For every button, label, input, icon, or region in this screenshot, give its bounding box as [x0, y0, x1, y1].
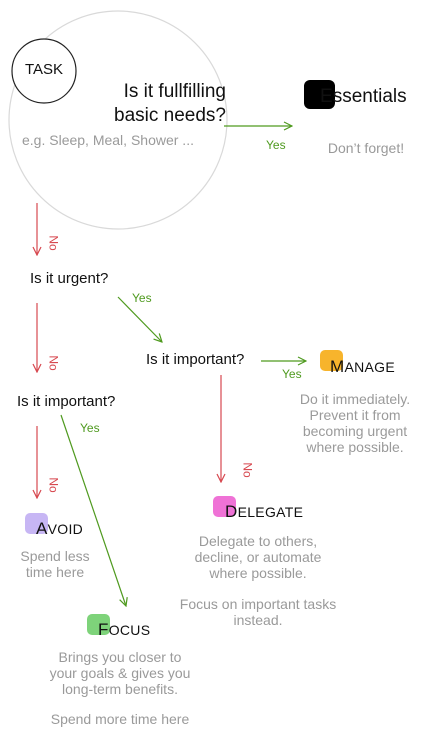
- focus-swatch: [87, 614, 110, 635]
- focus-rest: OCUS: [108, 622, 151, 638]
- delegate-desc2-line2: instead.: [233, 612, 283, 628]
- essentials-first-letter: E: [320, 86, 333, 107]
- no-label-2: No: [46, 355, 61, 371]
- avoid-desc-line2: time here: [25, 564, 85, 580]
- avoid-first-letter: A: [36, 519, 48, 538]
- manage-desc: Do it immediately. Prevent it from becom…: [286, 391, 424, 455]
- focus-title: FOCUS: [98, 620, 150, 640]
- yes-label-focus: Yes: [80, 421, 100, 435]
- essentials-desc: Don’t forget!: [327, 140, 405, 156]
- avoid-rest: VOID: [47, 521, 84, 537]
- important-question-urgent: Is it important?: [146, 351, 245, 368]
- delegate-rest: ELEGATE: [237, 504, 304, 520]
- manage-desc-line2: Prevent it from: [309, 407, 401, 423]
- manage-rest: ANAGE: [344, 359, 395, 375]
- arrow-yes-focus: [60, 414, 126, 606]
- manage-first-letter: M: [330, 357, 345, 376]
- start-question: Is it fullfilling basic needs?: [60, 80, 226, 128]
- no-label-3: No: [46, 477, 61, 493]
- delegate-desc2-line1: Focus on important tasks: [179, 596, 337, 612]
- avoid-desc: Spend less time here: [8, 548, 102, 580]
- delegate-first-letter: D: [225, 502, 238, 521]
- manage-swatch: [320, 350, 343, 371]
- no-label-1: No: [46, 235, 61, 251]
- start-question-line1: Is it fullfilling: [123, 81, 226, 102]
- focus-desc-2: Spend more time here: [50, 711, 190, 727]
- start-question-line2: basic needs?: [114, 105, 226, 126]
- focus-desc-line2: your goals & gives you: [49, 665, 191, 681]
- essentials-rest: ssentials: [332, 86, 407, 107]
- delegate-title: DELEGATE: [225, 502, 303, 522]
- avoid-desc-line1: Spend less: [20, 548, 90, 564]
- yes-label-manage: Yes: [282, 367, 302, 381]
- no-label-4: No: [240, 462, 255, 478]
- yes-label-urgent: Yes: [132, 291, 152, 305]
- task-label: TASK: [24, 61, 64, 78]
- focus-desc: Brings you closer to your goals & gives …: [30, 649, 210, 697]
- delegate-desc-line1: Delegate to others,: [198, 533, 318, 549]
- avoid-swatch: [25, 513, 48, 534]
- focus-desc-line3: long-term benefits.: [62, 681, 178, 697]
- arrow-yes-urgent: [117, 296, 162, 342]
- delegate-desc: Delegate to others, decline, or automate…: [170, 533, 346, 581]
- urgent-question: Is it urgent?: [30, 270, 109, 287]
- manage-desc-line4: where possible.: [306, 439, 404, 455]
- yes-label-essentials: Yes: [266, 138, 286, 152]
- delegate-desc-line2: decline, or automate: [194, 549, 322, 565]
- manage-title: MANAGE: [330, 357, 395, 377]
- important-question-not-urgent: Is it important?: [17, 393, 116, 410]
- start-example: e.g. Sleep, Meal, Shower ...: [22, 132, 194, 148]
- delegate-desc-line3: where possible.: [209, 565, 307, 581]
- focus-first-letter: F: [98, 620, 109, 639]
- manage-desc-line3: becoming urgent: [302, 423, 408, 439]
- manage-desc-line1: Do it immediately.: [299, 391, 411, 407]
- delegate-swatch: [213, 496, 236, 517]
- avoid-title: AVOID: [36, 519, 83, 539]
- task-circle: [11, 38, 77, 104]
- focus-desc-line1: Brings you closer to: [58, 649, 182, 665]
- essentials-title: Essentials: [320, 86, 407, 108]
- essentials-swatch: [304, 80, 335, 109]
- delegate-desc-2: Focus on important tasks instead.: [160, 596, 356, 628]
- start-circle: [8, 10, 228, 230]
